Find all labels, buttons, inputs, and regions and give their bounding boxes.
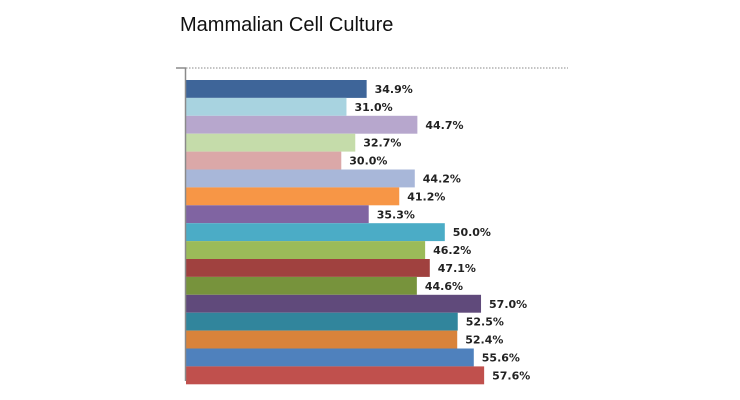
bar-16 — [186, 348, 474, 367]
bar-9 — [186, 223, 445, 242]
bar-7 — [186, 187, 400, 206]
bar-label-12: 44.6% — [425, 280, 463, 293]
bar-3 — [186, 115, 418, 134]
chart-title: Mammalian Cell Culture — [180, 14, 394, 36]
bar-label-4: 32.7% — [363, 137, 401, 150]
bar-label-3: 44.7% — [425, 119, 463, 132]
bar-6 — [186, 169, 415, 188]
bar-label-14: 52.5% — [466, 316, 504, 329]
bar-10 — [186, 241, 426, 259]
bar-14 — [186, 312, 458, 331]
bar-label-7: 41.2% — [407, 190, 445, 203]
bars: 34.9% 31.0% 44.7% 32.7% 30.0% 44.2% 41.2% 35.3%… — [186, 80, 530, 385]
bar-2 — [186, 97, 347, 116]
bar-label-9: 50.0% — [453, 226, 491, 239]
bar-5 — [186, 151, 342, 170]
bar-12 — [186, 276, 417, 295]
bar-label-10: 46.2% — [433, 244, 471, 257]
bar-label-2: 31.0% — [354, 101, 392, 114]
bar-11 — [186, 259, 430, 277]
bar-label-16: 55.6% — [482, 351, 520, 364]
bar-4 — [186, 133, 356, 152]
bar-label-8: 35.3% — [377, 208, 415, 221]
bar-label-1: 34.9% — [375, 83, 413, 96]
bar-1 — [186, 80, 367, 98]
bar-label-15: 52.4% — [465, 334, 503, 347]
bar-label-6: 44.2% — [423, 172, 461, 185]
bar-label-11: 47.1% — [438, 262, 476, 275]
bar-label-5: 30.0% — [349, 155, 387, 168]
bar-8 — [186, 205, 369, 224]
bar-label-17: 57.6% — [492, 369, 530, 382]
bar-13 — [186, 294, 482, 313]
bar-label-13: 57.0% — [489, 298, 527, 311]
bar-17 — [186, 366, 485, 385]
bar-15 — [186, 330, 458, 349]
